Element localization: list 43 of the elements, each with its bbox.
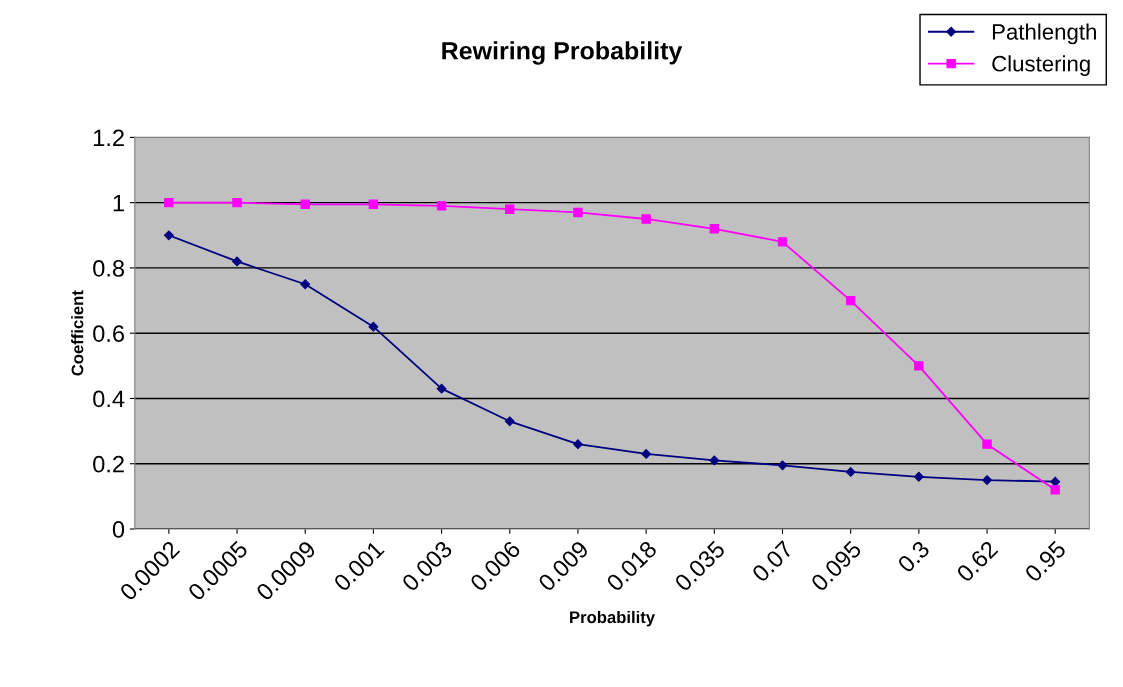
y-tick-label: 0 (112, 521, 125, 538)
y-tick-label: 0.8 (93, 260, 125, 277)
point (641, 449, 652, 459)
point (709, 224, 719, 234)
point (163, 230, 174, 241)
legend-label: Pathlength (992, 23, 1096, 45)
point (300, 199, 310, 209)
y-tick-label: 0.2 (93, 455, 124, 473)
y-tick-label: 1 (113, 194, 124, 212)
point (573, 439, 583, 450)
point (232, 197, 242, 208)
point (709, 455, 720, 466)
point (1050, 476, 1061, 487)
y-tick-label: 0.4 (93, 390, 125, 408)
point (1050, 485, 1060, 495)
point (777, 237, 788, 247)
point (573, 207, 583, 218)
point (914, 361, 924, 371)
legend-label: Clustering (992, 55, 1090, 76)
point (777, 460, 788, 471)
point (504, 416, 515, 427)
point (845, 466, 856, 477)
y-axis-title: Coefficient (71, 290, 84, 376)
point (982, 439, 992, 449)
chart-title: Rewiring Probability (442, 41, 683, 65)
point (913, 471, 924, 482)
point (368, 199, 379, 209)
point (300, 279, 311, 290)
y-tick-label: 0.6 (93, 325, 124, 342)
point (845, 295, 856, 306)
point (641, 214, 651, 224)
point (436, 383, 447, 394)
point (232, 256, 242, 267)
x-tick-label: 0.62 (955, 539, 999, 583)
point (436, 201, 447, 211)
point (164, 197, 174, 208)
x-tick-label: 0.3 (896, 539, 931, 574)
point (982, 475, 992, 485)
point (505, 204, 515, 214)
x-axis-title: Probability (570, 610, 656, 627)
x-tick-label: 0.95 (1023, 539, 1067, 583)
y-tick-label: 1.2 (94, 129, 124, 146)
point (368, 321, 379, 332)
